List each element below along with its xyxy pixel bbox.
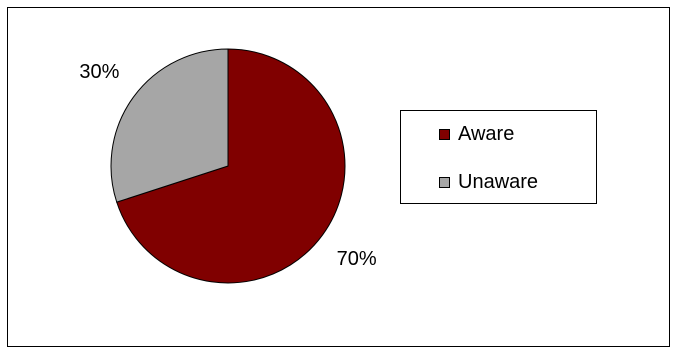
pie-slice-unaware — [110, 48, 229, 203]
legend: Aware Unaware — [400, 110, 597, 204]
legend-swatch-unaware — [439, 176, 450, 188]
legend-item-unaware: Unaware — [439, 170, 538, 194]
legend-swatch-aware — [439, 128, 450, 140]
legend-label-aware: Aware — [458, 123, 515, 145]
data-label-unaware: 30% — [79, 61, 119, 83]
pie-slices — [110, 48, 346, 284]
pie-slice-aware — [116, 48, 346, 284]
legend-label-unaware: Unaware — [458, 171, 539, 193]
legend-item-aware: Aware — [439, 122, 514, 146]
pie-data-labels: 70% 30% — [79, 61, 376, 270]
data-label-aware: 70% — [337, 248, 377, 270]
